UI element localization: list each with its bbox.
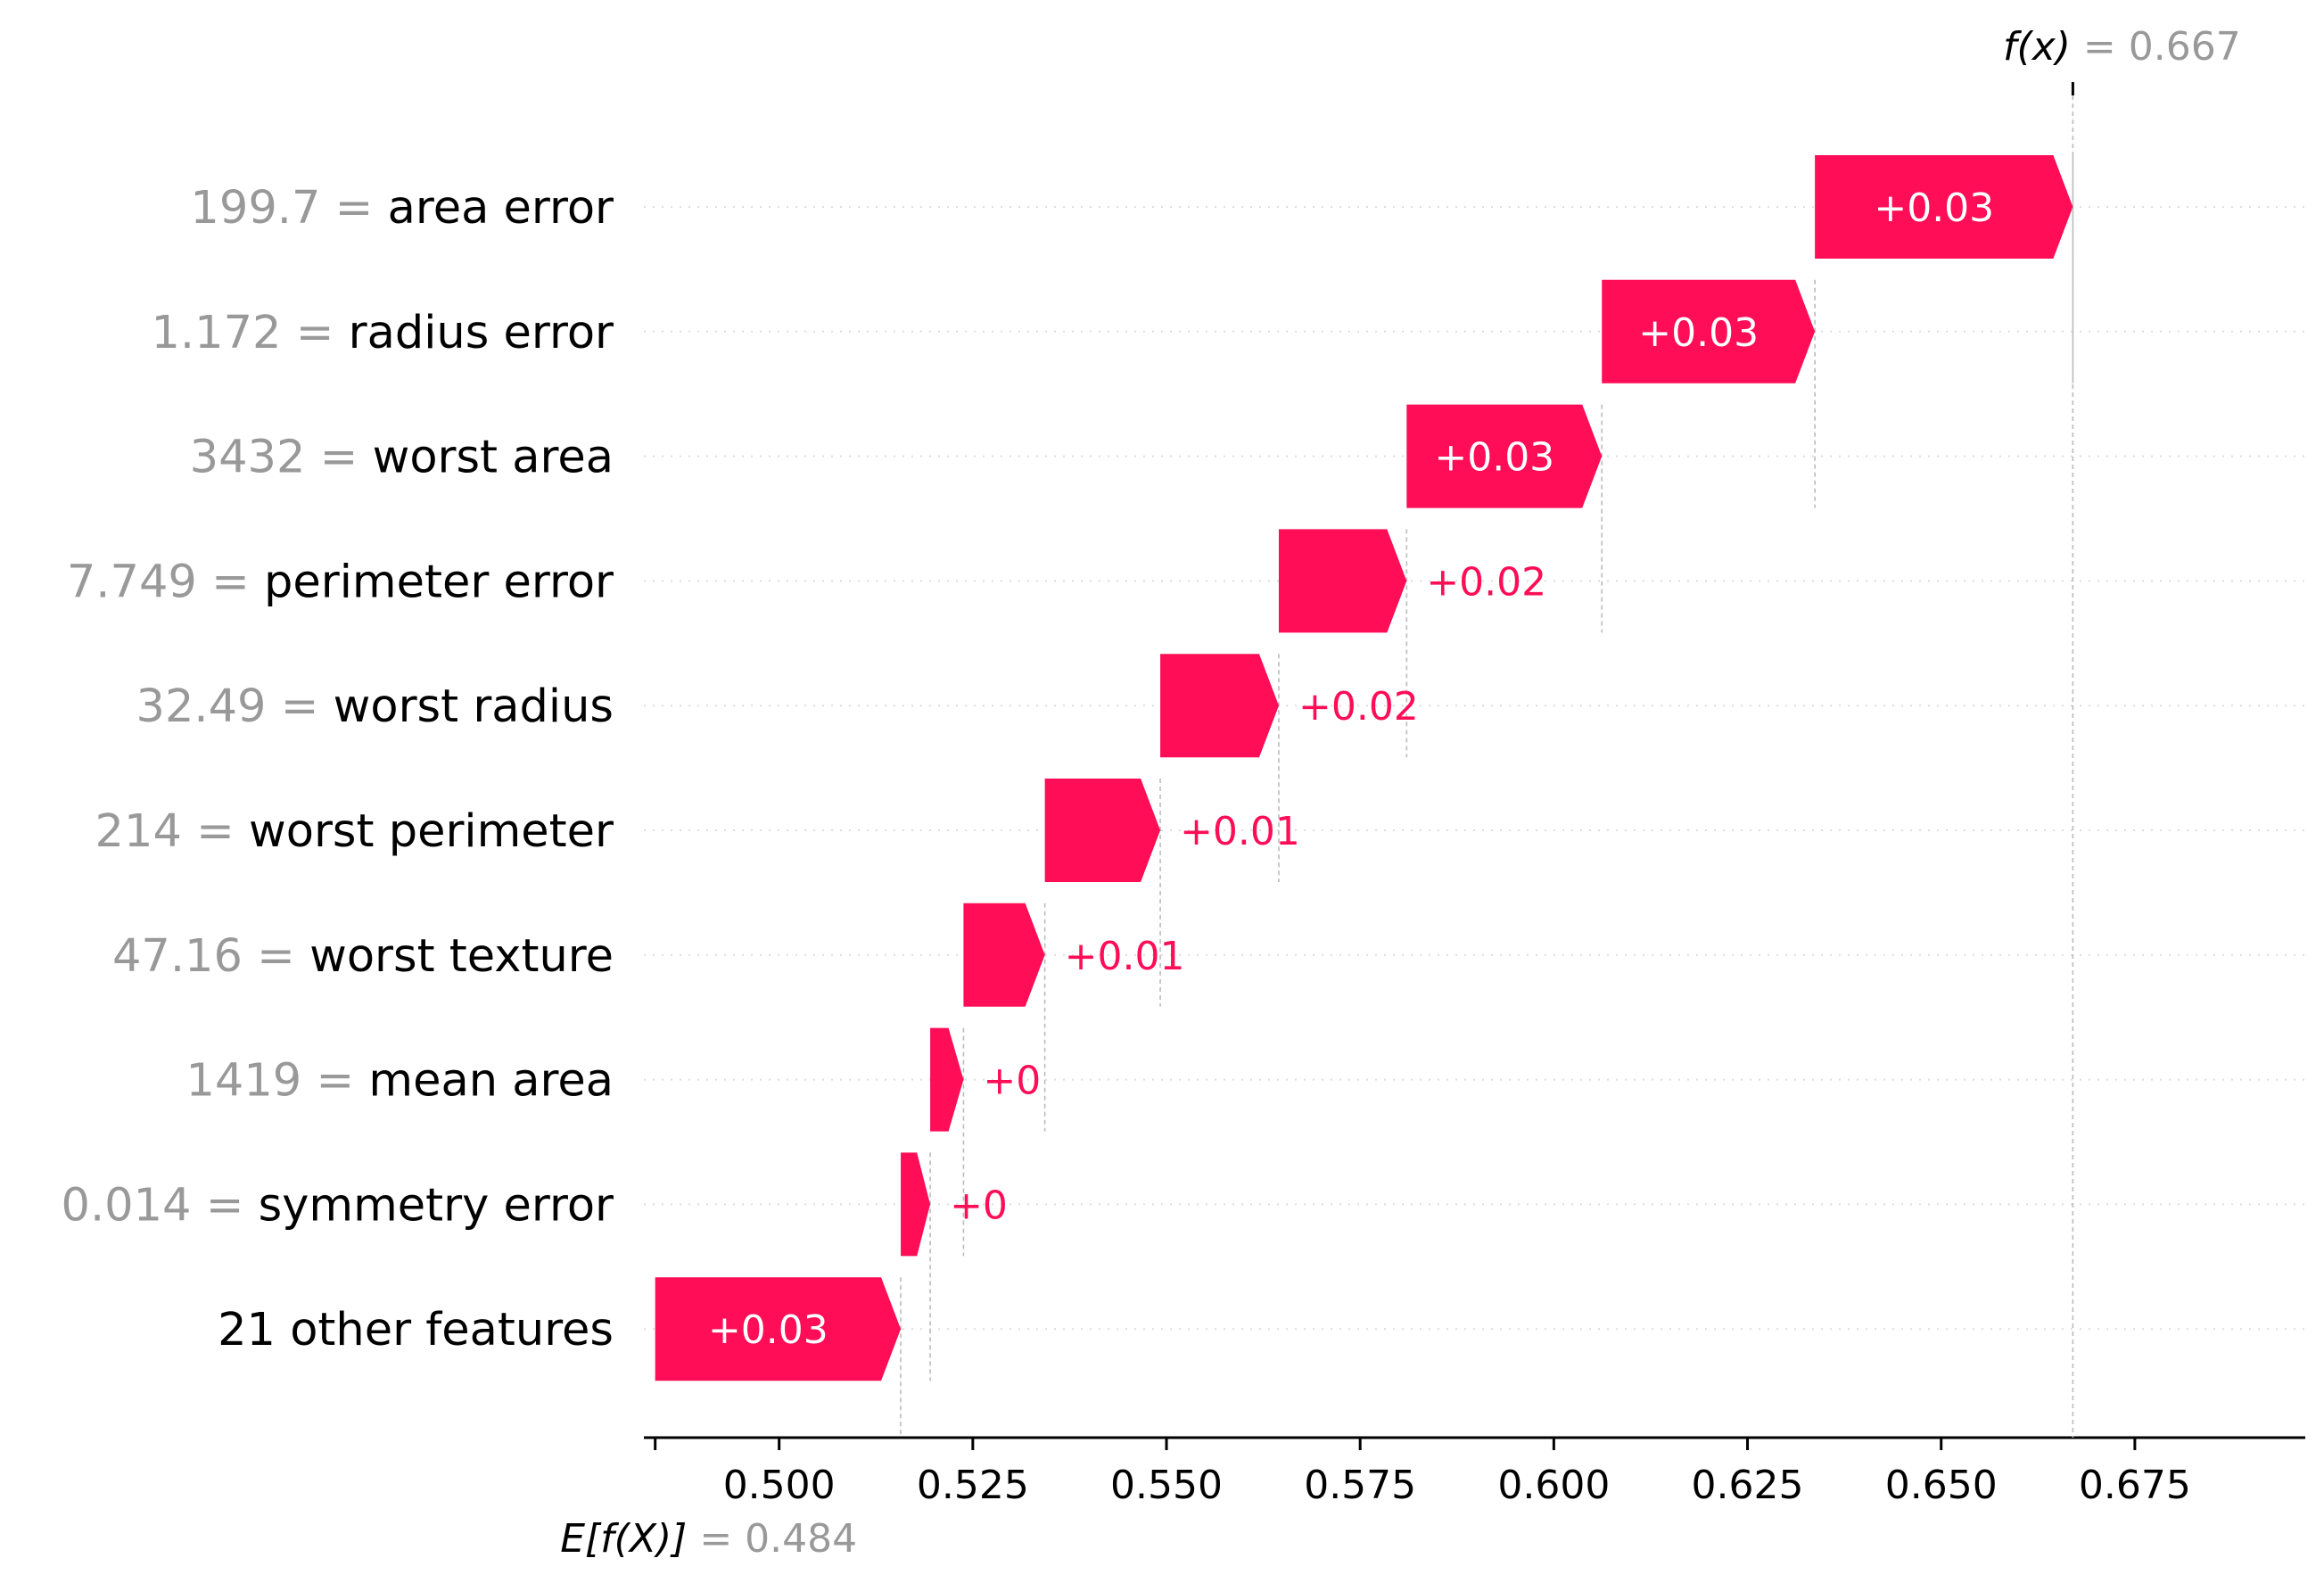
waterfall-bar [963,903,1045,1007]
bar-value-label: +0 [950,1183,1008,1228]
base-value-name: E[f(X)] [560,1516,699,1562]
feature-name: 21 other features [218,1304,614,1356]
waterfall-bar [901,1152,931,1257]
feature-label: 1419 = mean area [185,1055,614,1108]
x-tick-label: 0.650 [1885,1463,1998,1508]
feature-name: radius error [349,307,614,359]
waterfall-bar [930,1027,964,1132]
x-tick-label: 0.625 [1692,1463,1804,1508]
feature-name: perimeter error [264,556,614,608]
output-value-label: f(x) = 0.667 [2003,24,2241,70]
bar-value-label: +0.02 [1426,559,1546,605]
x-tick-label: 0.575 [1304,1463,1416,1508]
feature-name: symmetry error [259,1179,614,1232]
feature-name: worst area [373,432,614,484]
feature-name: worst perimeter [249,805,614,858]
waterfall-bar [1602,279,1816,383]
feature-label: 1.172 = radius error [151,307,614,359]
waterfall-bar [1406,404,1603,508]
x-axis: 0.500 0.525 0.550 0.575 0.600 0.625 0.650 0.675 [644,1436,2305,1508]
feature-value: 1419 = [185,1055,368,1108]
base-value-number: = 0.484 [699,1516,857,1562]
bar-value-label: +0.01 [1065,934,1185,979]
x-tick-label: 0.550 [1110,1463,1223,1508]
label-layer: +0.03 199.7 = area error +0.03 1.172 = radi… [62,182,1995,1356]
feature-label: 0.014 = symmetry error [62,1179,614,1232]
bar-value-label: +0.03 [708,1307,828,1353]
bar-value-label: +0.03 [1874,186,1994,231]
bar-value-label: +0 [983,1059,1041,1104]
feature-value: 1.172 = [151,307,348,359]
feature-label: 199.7 = area error [190,182,614,235]
output-value-name: f(x) [2003,24,2083,70]
bar-value-label: +0.03 [1638,310,1759,356]
feature-label: 3432 = worst area [190,432,614,484]
waterfall-bar [655,1277,902,1381]
feature-value: 214 = [95,805,250,858]
feature-label: 47.16 = worst texture [112,930,614,983]
x-tick-label: 0.600 [1497,1463,1610,1508]
feature-value: 199.7 = [190,182,387,235]
feature-name: mean area [368,1055,614,1108]
waterfall-bar [1160,654,1279,758]
x-tick-label: 0.675 [2079,1463,2191,1508]
feature-label: 32.49 = worst radius [136,680,614,733]
bar-layer [655,155,2073,1381]
feature-label: 7.749 = perimeter error [67,556,614,608]
feature-name: worst texture [309,930,614,983]
x-tick-label: 0.500 [723,1463,836,1508]
feature-label: 21 other features [218,1304,614,1356]
feature-value: 47.16 = [112,930,309,983]
x-tick-label: 0.525 [917,1463,1029,1508]
output-value-number: = 0.667 [2083,24,2241,70]
bar-value-label: +0.02 [1298,684,1419,730]
annotation-layer: f(x) = 0.667 E[f(X)] = 0.484 [560,24,2241,1562]
waterfall-bar [1044,779,1161,882]
feature-value: 3432 = [190,432,373,484]
feature-value: 0.014 = [62,1179,259,1232]
feature-label: 214 = worst perimeter [95,805,614,858]
connector-layer [900,155,2074,1438]
waterfall-bar [1278,529,1407,633]
bar-value-label: +0.03 [1434,435,1554,481]
waterfall-bar [1815,155,2073,259]
feature-name: area error [388,182,614,235]
feature-value: 32.49 = [136,680,334,733]
feature-value: 7.749 = [67,556,264,608]
base-value-label: E[f(X)] = 0.484 [560,1516,857,1562]
bar-value-label: +0.01 [1180,809,1300,854]
grid-layer [644,206,2305,1331]
feature-name: worst radius [334,680,614,733]
